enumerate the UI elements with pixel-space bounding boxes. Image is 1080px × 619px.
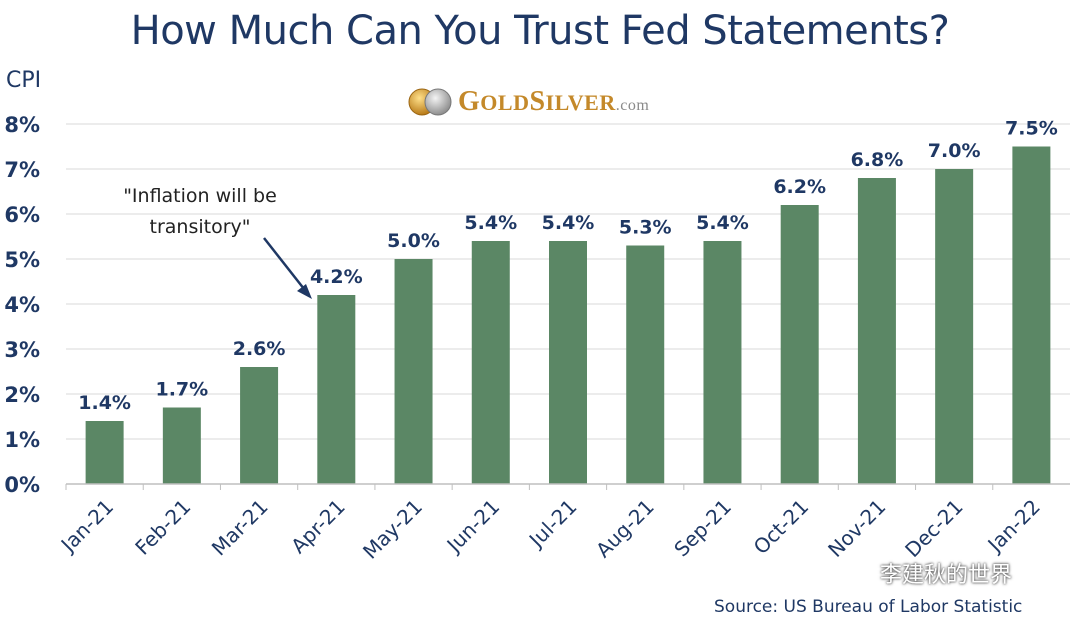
data-label: 6.8%	[851, 149, 904, 171]
data-label: 5.4%	[542, 212, 595, 234]
annotation-line-1: "Inflation will be	[123, 185, 277, 207]
bar-jan-22	[1012, 146, 1051, 484]
y-tick-label: 7%	[4, 158, 40, 182]
bar-jul-21	[549, 241, 587, 484]
y-axis-label: CPI	[6, 68, 42, 93]
bar-may-21	[394, 259, 433, 484]
bar-mar-21	[240, 367, 279, 484]
y-tick-label: 6%	[4, 203, 40, 227]
data-label: 5.4%	[464, 212, 517, 234]
x-tick-label: Apr-21	[286, 495, 350, 559]
goldsilver-logo: GOLDSILVER.com	[408, 82, 649, 122]
bar-aug-21	[626, 245, 665, 484]
y-tick-label: 4%	[4, 293, 40, 317]
annotation-arrow	[263, 237, 309, 295]
y-tick-label: 0%	[4, 473, 40, 497]
x-tick-label: Jun-21	[441, 495, 505, 559]
x-tick-label: Oct-21	[749, 495, 814, 560]
bar-feb-21	[162, 407, 201, 484]
data-label: 2.6%	[233, 338, 286, 360]
data-label: 1.4%	[78, 392, 131, 414]
logo-wordmark: GOLDSILVER.com	[458, 86, 650, 117]
y-tick-label: 2%	[4, 383, 40, 407]
x-tick-label: May-21	[358, 495, 427, 564]
bar-dec-21	[935, 169, 974, 484]
source-note: Source: US Bureau of Labor Statistic	[714, 597, 1023, 617]
x-tick-label: Feb-21	[130, 495, 195, 560]
annotation: "Inflation will be transitory"	[123, 185, 312, 299]
data-label: 5.0%	[387, 230, 440, 252]
data-label: 1.7%	[155, 379, 208, 401]
chart-title: How Much Can You Trust Fed Statements?	[130, 8, 950, 54]
data-label: 7.0%	[928, 140, 981, 162]
wechat-icon	[848, 562, 874, 583]
watermark: 李建秋的世界	[848, 557, 1012, 589]
x-tick-label: Nov-21	[823, 495, 890, 562]
annotation-line-2: transitory"	[150, 216, 251, 238]
x-tick-label: Aug-21	[591, 495, 659, 563]
y-tick-label: 8%	[4, 113, 40, 137]
x-tick-label: Mar-21	[207, 495, 273, 561]
bar-jan-21	[85, 421, 124, 484]
data-label: 5.3%	[619, 217, 672, 239]
bar-apr-21	[317, 295, 356, 484]
data-label: 6.2%	[773, 176, 826, 198]
bar-oct-21	[780, 205, 819, 484]
data-label: 4.2%	[310, 266, 363, 288]
bar-jun-21	[471, 241, 510, 484]
y-tick-label: 1%	[4, 428, 40, 452]
y-tick-label: 3%	[4, 338, 40, 362]
x-tick-label: Dec-21	[900, 495, 967, 562]
coins-icon	[408, 88, 452, 116]
annotation-arrowhead	[297, 284, 312, 299]
x-tick-label: Jul-21	[523, 495, 582, 554]
x-tick-label: Jan-21	[55, 495, 118, 558]
watermark-text: 李建秋的世界	[880, 563, 1013, 588]
x-tick-label: Jan-22	[982, 495, 1045, 558]
y-tick-label: 5%	[4, 248, 40, 272]
data-label: 7.5%	[1005, 118, 1058, 140]
bar-sep-21	[703, 241, 742, 484]
bar-nov-21	[857, 178, 896, 484]
x-tick-label: Sep-21	[669, 495, 736, 562]
data-label: 5.4%	[696, 212, 749, 234]
